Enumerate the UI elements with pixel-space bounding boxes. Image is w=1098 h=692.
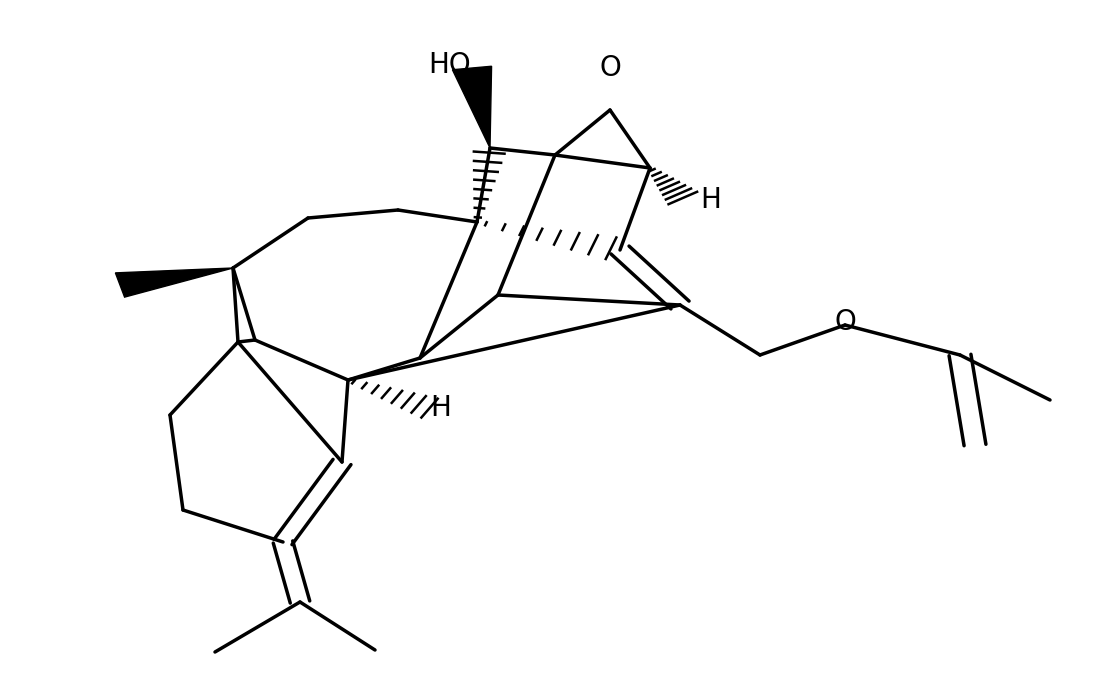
Text: O: O [600,54,620,82]
Text: H: H [701,186,721,214]
Text: HO: HO [428,51,471,79]
Text: O: O [834,308,855,336]
Polygon shape [452,66,492,148]
Text: H: H [430,394,451,422]
Polygon shape [115,268,233,297]
